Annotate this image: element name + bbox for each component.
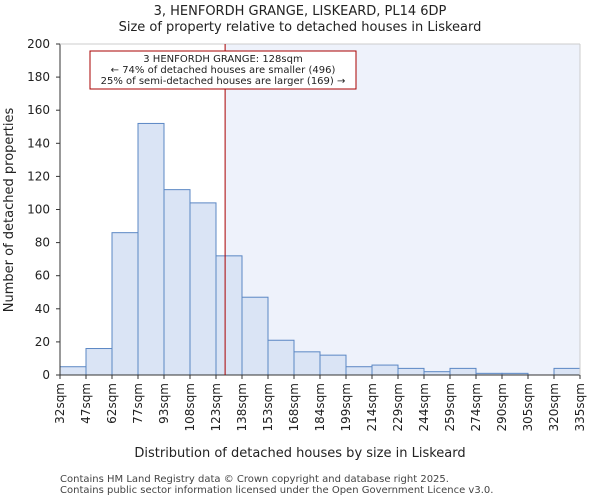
y-tick-label: 120 xyxy=(27,169,50,183)
x-tick-label: 259sqm xyxy=(443,383,457,431)
histogram-bar xyxy=(397,367,425,376)
histogram-bar xyxy=(137,122,165,376)
x-tick-label: 62sqm xyxy=(105,383,119,424)
x-tick-label: 47sqm xyxy=(79,383,93,424)
x-tick-label: 93sqm xyxy=(157,383,171,424)
x-tick-label: 108sqm xyxy=(183,383,197,431)
histogram-bar xyxy=(293,351,321,376)
annotation-box xyxy=(89,50,357,90)
histogram-bar xyxy=(267,339,295,376)
histogram-bar xyxy=(241,296,269,376)
x-tick-label: 168sqm xyxy=(287,383,301,431)
chart-title-line1: 3, HENFORDH GRANGE, LISKEARD, PL14 6DP xyxy=(154,4,447,19)
x-tick-label: 199sqm xyxy=(339,383,353,431)
x-tick-label: 184sqm xyxy=(313,383,327,431)
x-tick-label: 153sqm xyxy=(261,383,275,431)
annotation-line3: 25% of semi-detached houses are larger (… xyxy=(101,76,346,87)
x-tick-label: 138sqm xyxy=(235,383,249,431)
y-tick-label: 80 xyxy=(35,236,50,250)
y-tick-label: 40 xyxy=(35,302,50,316)
histogram-bar xyxy=(371,364,399,376)
x-tick-label: 123sqm xyxy=(209,383,223,431)
y-tick-label: 60 xyxy=(35,269,50,283)
x-tick-label: 320sqm xyxy=(547,383,561,431)
histogram-bar xyxy=(59,366,87,376)
histogram-bar xyxy=(319,354,347,376)
x-tick-label: 32sqm xyxy=(53,383,67,424)
y-tick-label: 20 xyxy=(35,335,50,349)
histogram-bar xyxy=(449,367,477,376)
x-tick-label: 77sqm xyxy=(131,383,145,424)
histogram-bar xyxy=(215,255,243,376)
y-tick-label: 140 xyxy=(27,136,50,150)
x-tick-label: 229sqm xyxy=(391,383,405,431)
histogram-bar xyxy=(111,232,139,376)
annotation-line1: 3 HENFORDH GRANGE: 128sqm xyxy=(143,54,302,65)
x-tick-label: 335sqm xyxy=(573,383,587,431)
footer-line1: Contains HM Land Registry data © Crown c… xyxy=(60,474,449,485)
larger-region-shade xyxy=(225,44,580,375)
y-tick-label: 100 xyxy=(27,203,50,217)
footer-line2: Contains public sector information licen… xyxy=(60,485,493,496)
plot-area: 0 20 40 60 80 100 120 140 160 180 200 32sqm 47sqm 62s… xyxy=(27,37,587,431)
x-tick-label: 290sqm xyxy=(495,383,509,431)
y-axis-label: Number of detached properties xyxy=(2,108,17,313)
chart-title-line2: Size of property relative to detached ho… xyxy=(119,20,482,35)
x-tick-label: 305sqm xyxy=(521,383,535,431)
x-tick-label: 214sqm xyxy=(365,383,379,431)
x-axis-label: Distribution of detached houses by size … xyxy=(134,446,465,461)
y-tick-label: 200 xyxy=(27,37,50,51)
histogram-bar xyxy=(163,189,191,376)
y-tick-label: 0 xyxy=(42,368,50,382)
histogram-bar xyxy=(85,348,113,376)
annotation-line2: ← 74% of detached houses are smaller (49… xyxy=(111,65,336,76)
x-tick-label: 244sqm xyxy=(417,383,431,431)
histogram-bar xyxy=(345,366,373,376)
y-tick-label: 160 xyxy=(27,103,50,117)
histogram-bar xyxy=(553,367,581,376)
histogram-bar xyxy=(189,202,217,376)
x-tick-label: 274sqm xyxy=(469,383,483,431)
y-tick-label: 180 xyxy=(27,70,50,84)
